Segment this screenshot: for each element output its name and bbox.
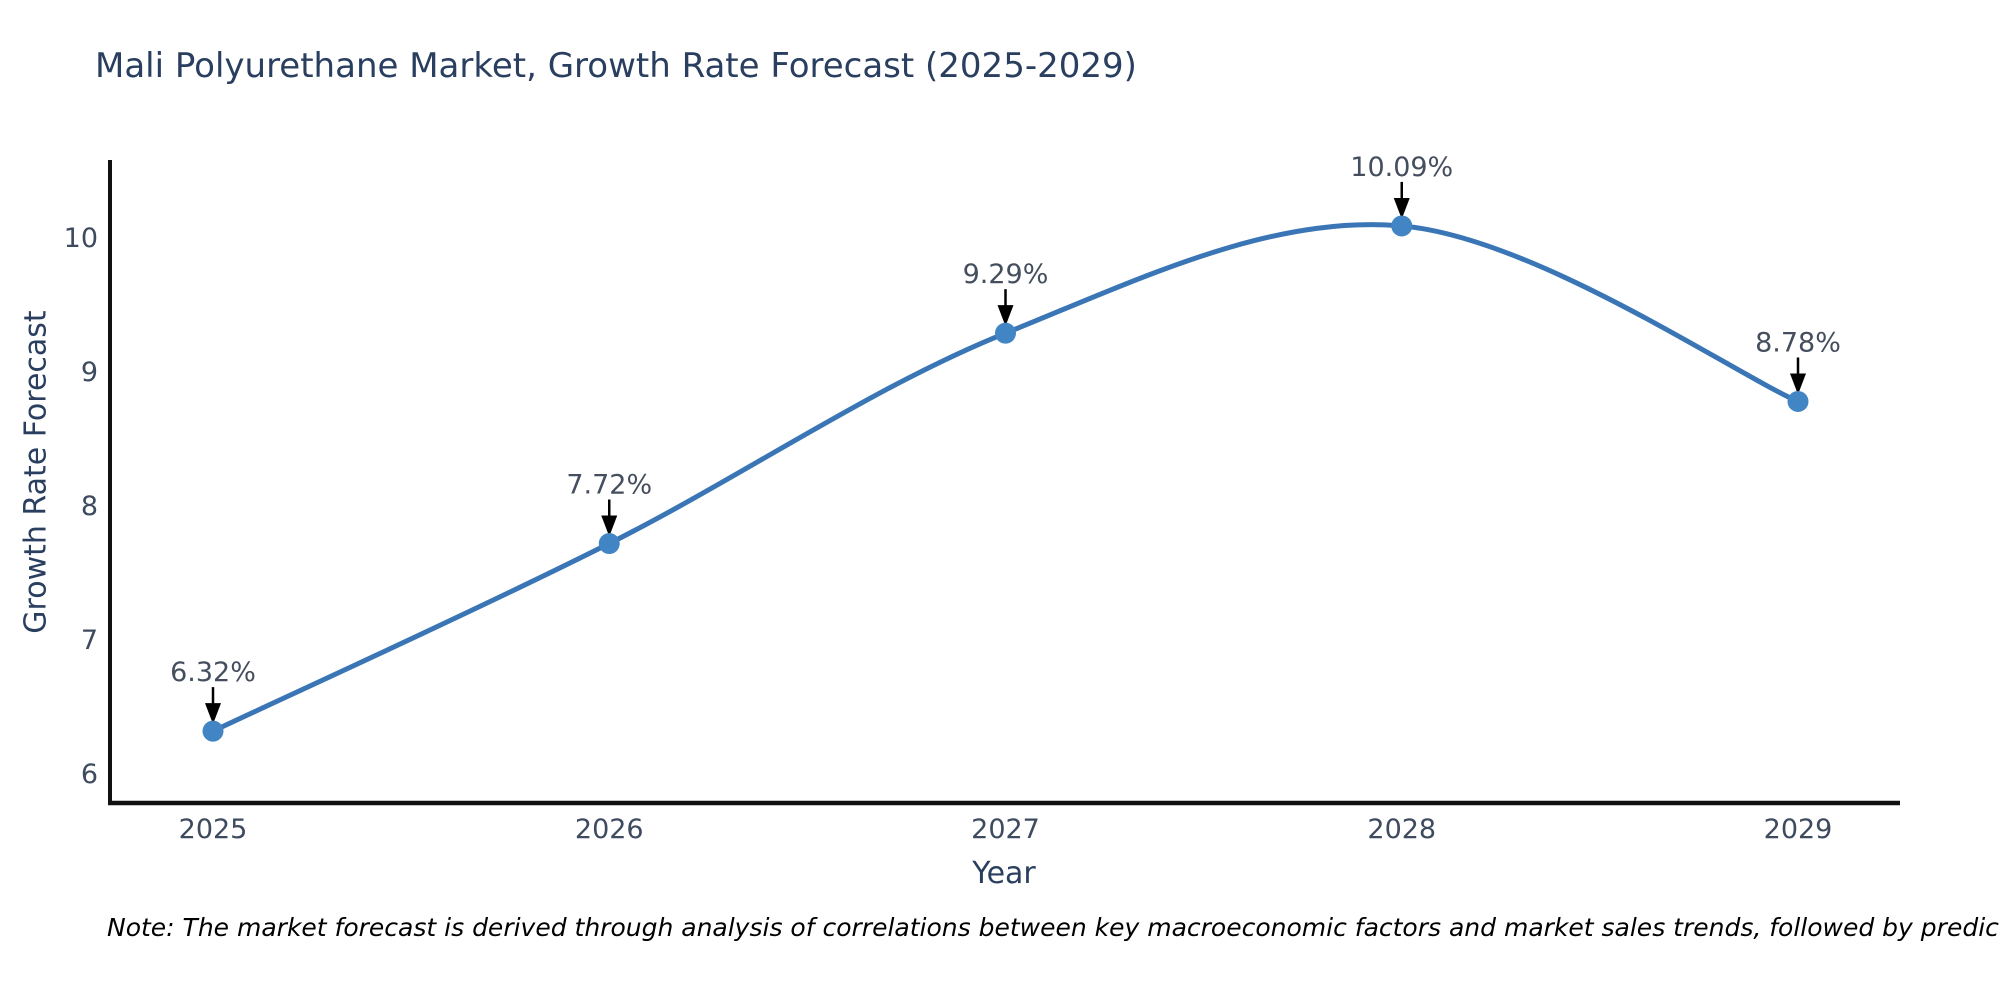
data-point-label: 6.32%: [170, 657, 256, 688]
annotation-arrow-head: [997, 305, 1014, 327]
data-point: [598, 533, 620, 555]
annotation-arrow-head: [1393, 197, 1410, 219]
y-tick-label: 9: [81, 357, 98, 388]
data-point-label: 8.78%: [1755, 327, 1841, 358]
chart-title: Mali Polyurethane Market, Growth Rate Fo…: [95, 46, 1137, 86]
y-tick-label: 7: [81, 625, 98, 656]
y-tick-label: 8: [81, 491, 98, 522]
data-point: [1391, 215, 1413, 237]
x-axis-title: Year: [972, 856, 1036, 891]
x-tick-label: 2027: [971, 814, 1040, 845]
y-tick-label: 6: [81, 759, 98, 790]
data-point: [1787, 390, 1809, 412]
x-tick-label: 2029: [1764, 814, 1833, 845]
data-point-label: 9.29%: [963, 259, 1049, 290]
annotation-arrow-head: [1790, 373, 1806, 395]
annotation-arrow-head: [601, 515, 618, 537]
footnote: Note: The market forecast is derived thr…: [107, 913, 2000, 942]
data-point-label: 10.09%: [1350, 152, 1453, 183]
data-point: [202, 720, 224, 742]
data-point-label: 7.72%: [566, 470, 652, 501]
x-tick-label: 2026: [575, 814, 644, 845]
x-tick-label: 2028: [1367, 814, 1436, 845]
y-tick-label: 10: [64, 223, 98, 254]
x-tick-label: 2025: [179, 814, 248, 845]
data-point: [995, 322, 1016, 344]
annotation-arrow-head: [205, 703, 221, 725]
